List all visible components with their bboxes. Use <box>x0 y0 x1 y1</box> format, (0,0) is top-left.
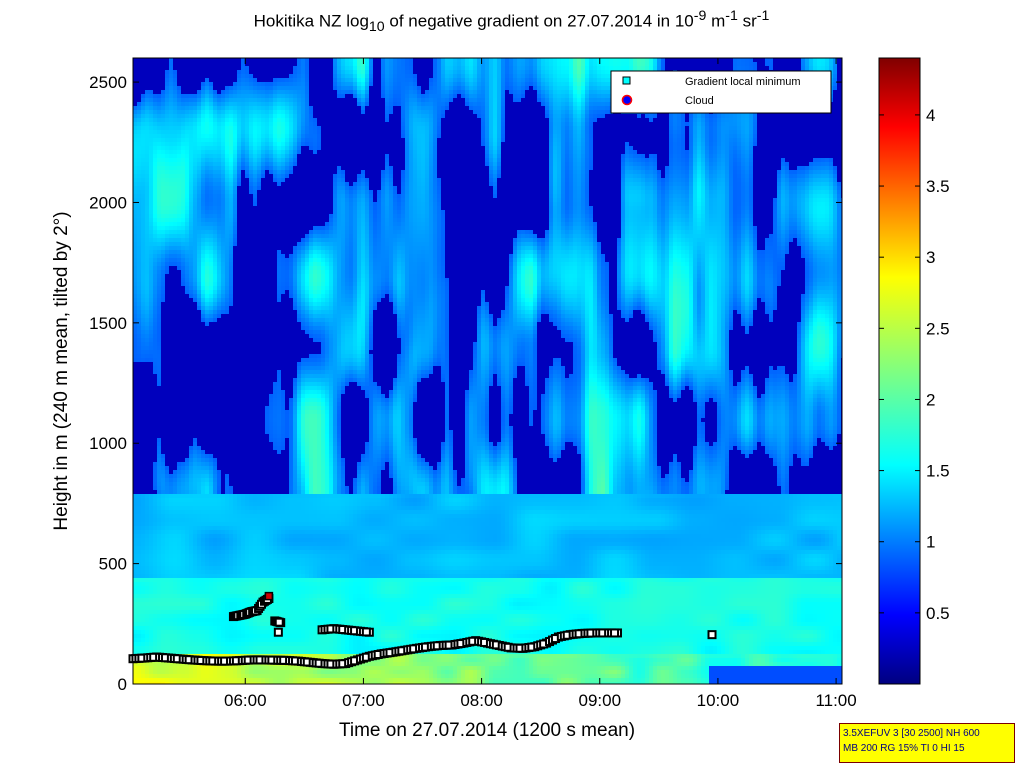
y-tick-label: 500 <box>99 555 127 574</box>
gradient-minimum-marker <box>611 629 618 636</box>
legend-circle-icon <box>623 96 632 105</box>
x-tick-label: 07:00 <box>342 691 385 710</box>
colorbar-tick-label: 0.5 <box>926 604 950 623</box>
colorbar-bar <box>879 58 920 684</box>
colorbar-tick-label: 1 <box>926 533 935 552</box>
colorbar-tick-label: 2.5 <box>926 319 950 338</box>
settings-info-box: 3.5XEFUV 3 [30 2500] NH 600 MB 200 RG 15… <box>839 723 1015 763</box>
x-tick-label: 09:00 <box>578 691 621 710</box>
gradient-minimum-marker <box>363 628 370 635</box>
x-tick-label: 10:00 <box>697 691 740 710</box>
x-tick-label: 11:00 <box>815 691 856 710</box>
gradient-minimum-marker <box>709 631 716 638</box>
plot-area <box>133 58 845 686</box>
y-axis-label: Height in m (240 m mean, tilted by 2°) <box>51 211 72 530</box>
colorbar-tick-label: 4 <box>926 106 935 125</box>
colorbar-tick-label: 3 <box>926 248 935 267</box>
colorbar-tick-label: 3.5 <box>926 177 950 196</box>
y-tick-label: 2500 <box>89 73 127 92</box>
heatmap-field <box>133 58 845 686</box>
info-line-1: 3.5XEFUV 3 [30 2500] NH 600 <box>843 726 1011 741</box>
x-tick-label: 08:00 <box>460 691 503 710</box>
legend-square-icon <box>623 77 630 84</box>
colorbar-tick-label: 2 <box>926 390 935 409</box>
x-tick-label: 06:00 <box>224 691 267 710</box>
gradient-minimum-marker <box>276 619 283 626</box>
colorbar-tick-label: 1.5 <box>926 462 950 481</box>
y-tick-label: 1000 <box>89 434 127 453</box>
gradient-minimum-marker <box>275 629 282 636</box>
info-line-2: MB 200 RG 15% TI 0 HI 15 <box>843 741 1011 756</box>
y-tick-label: 0 <box>118 675 127 694</box>
y-tick-label: 2000 <box>89 193 127 212</box>
x-axis-label: Time on 27.07.2014 (1200 s mean) <box>339 720 635 741</box>
legend: Gradient local minimum Cloud <box>611 71 831 113</box>
legend-entry-cloud: Cloud <box>685 95 714 107</box>
cloud-marker <box>265 593 272 600</box>
y-tick-label: 1500 <box>89 314 127 333</box>
legend-entry-gradient: Gradient local minimum <box>685 76 801 88</box>
colorbar: 0.5 1 1.5 2 2.5 3 3.5 4 <box>879 58 950 684</box>
